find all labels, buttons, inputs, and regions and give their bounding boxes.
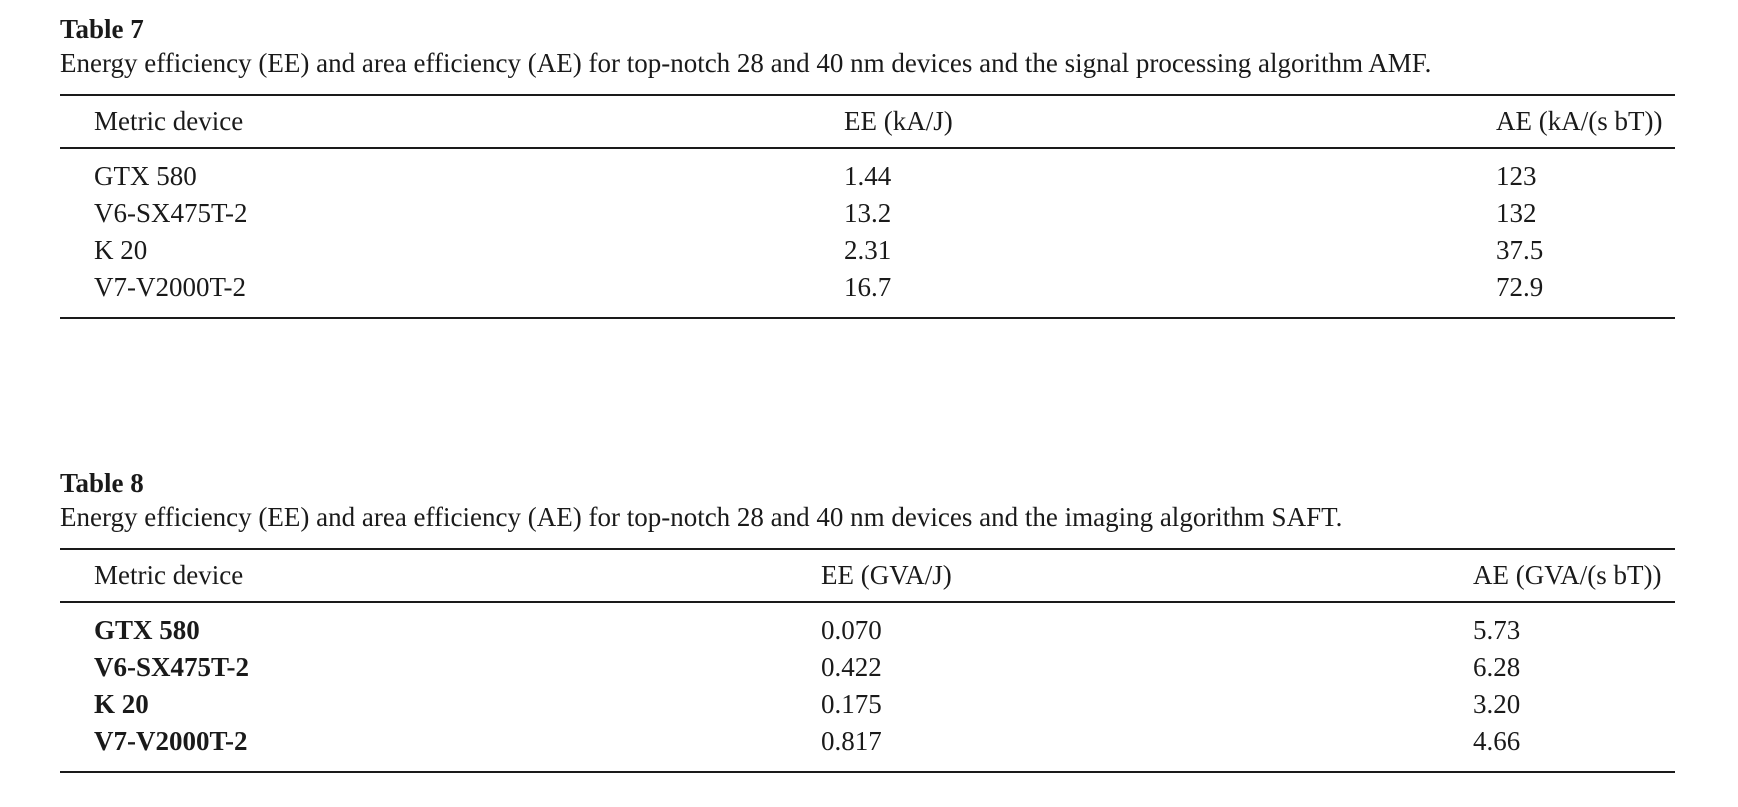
table-7-block: Table 7 Energy efficiency (EE) and area … <box>60 12 1675 319</box>
column-header-ee: EE (kA/J) <box>844 106 953 136</box>
table-8-header-row: Metric device EE (GVA/J) AE (GVA/(s bT)) <box>60 549 1675 602</box>
ae-value: 72.9 <box>1496 272 1544 302</box>
ae-value: 6.28 <box>1473 652 1521 682</box>
table-8-label: Table 8 <box>60 468 144 498</box>
device-name: GTX 580 <box>94 615 200 645</box>
ae-value: 3.20 <box>1473 689 1521 719</box>
table-row: V7-V2000T-2 16.7 72.9 <box>60 269 1675 318</box>
device-name: GTX 580 <box>94 161 197 191</box>
device-name: V6-SX475T-2 <box>94 652 250 682</box>
table-row: V7-V2000T-2 0.817 4.66 <box>60 723 1675 772</box>
ee-value: 13.2 <box>844 198 892 228</box>
ee-value: 2.31 <box>844 235 892 265</box>
ae-value: 123 <box>1496 161 1537 191</box>
table-row: K 20 2.31 37.5 <box>60 232 1675 269</box>
table-8-block: Table 8 Energy efficiency (EE) and area … <box>60 466 1675 773</box>
ee-value: 0.817 <box>821 726 882 756</box>
table-7: Metric device EE (kA/J) AE (kA/(s bT)) G… <box>60 94 1675 319</box>
ee-value: 0.422 <box>821 652 882 682</box>
table-7-label: Table 7 <box>60 14 144 44</box>
column-header-metric-device: Metric device <box>94 560 244 590</box>
table-7-caption: Energy efficiency (EE) and area efficien… <box>60 48 1432 78</box>
ee-value: 16.7 <box>844 272 892 302</box>
table-7-header-row: Metric device EE (kA/J) AE (kA/(s bT)) <box>60 95 1675 148</box>
device-name: V6-SX475T-2 <box>94 198 248 228</box>
device-name: V7-V2000T-2 <box>94 726 248 756</box>
ae-value: 132 <box>1496 198 1537 228</box>
ae-value: 4.66 <box>1473 726 1521 756</box>
ee-value: 0.175 <box>821 689 882 719</box>
table-row: V6-SX475T-2 13.2 132 <box>60 195 1675 232</box>
table-row: V6-SX475T-2 0.422 6.28 <box>60 649 1675 686</box>
column-header-ee: EE (GVA/J) <box>821 560 952 590</box>
device-name: K 20 <box>94 235 148 265</box>
column-header-metric-device: Metric device <box>94 106 244 136</box>
table-row: GTX 580 1.44 123 <box>60 148 1675 195</box>
column-header-ae: AE (kA/(s bT)) <box>1496 106 1663 136</box>
table-8: Metric device EE (GVA/J) AE (GVA/(s bT))… <box>60 548 1675 773</box>
device-name: K 20 <box>94 689 149 719</box>
table-row: GTX 580 0.070 5.73 <box>60 602 1675 649</box>
ee-value: 1.44 <box>844 161 892 191</box>
table-8-caption: Energy efficiency (EE) and area efficien… <box>60 502 1343 532</box>
table-row: K 20 0.175 3.20 <box>60 686 1675 723</box>
ae-value: 37.5 <box>1496 235 1544 265</box>
column-header-ae: AE (GVA/(s bT)) <box>1473 560 1662 590</box>
device-name: V7-V2000T-2 <box>94 272 246 302</box>
ae-value: 5.73 <box>1473 615 1521 645</box>
ee-value: 0.070 <box>821 615 882 645</box>
